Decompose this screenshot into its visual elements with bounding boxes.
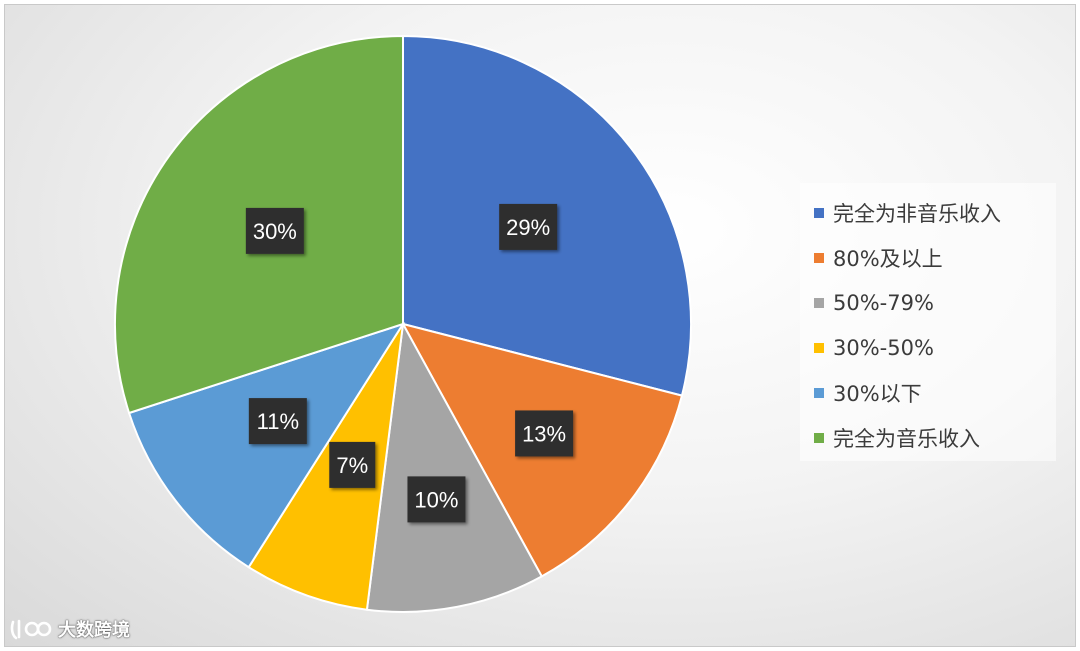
- legend-label-5: 完全为音乐收入: [833, 427, 980, 451]
- data-label-text-5: 30%: [253, 219, 297, 244]
- data-label-box-0: [499, 203, 558, 250]
- legend-item-0: 完全为非音乐收入: [814, 198, 1001, 228]
- data-label-3: 7%: [329, 441, 376, 488]
- data-label-box-1: [515, 410, 574, 457]
- data-label-2: 10%: [407, 476, 466, 523]
- data-label-box-5: [245, 207, 304, 254]
- data-label-1: 13%: [515, 410, 574, 457]
- data-label-text-0: 29%: [506, 215, 550, 240]
- data-label-5: 30%: [245, 207, 304, 254]
- pie-slice-4: [127, 322, 406, 569]
- legend-label-4: 30%以下: [833, 382, 922, 406]
- legend-item-4: 30%以下: [814, 378, 922, 408]
- legend-swatch-2: [814, 298, 824, 308]
- data-label-box-4: [248, 398, 307, 445]
- data-label-text-4: 11%: [257, 409, 299, 434]
- legend-swatch-4: [814, 388, 824, 398]
- legend-item-2: 50%-79%: [814, 288, 934, 318]
- legend-item-3: 30%-50%: [814, 333, 934, 363]
- legend-label-0: 完全为非音乐收入: [833, 202, 1001, 226]
- legend-swatch-3: [814, 343, 824, 353]
- data-label-text-3: 7%: [336, 453, 368, 478]
- pie-slice-2: [365, 320, 544, 613]
- legend-item-5: 完全为音乐收入: [814, 423, 980, 453]
- data-label-text-2: 10%: [414, 487, 458, 512]
- legend-label-2: 50%-79%: [833, 291, 934, 315]
- legend-label-1: 80%及以上: [833, 247, 943, 271]
- pie-slice-3: [247, 323, 404, 611]
- data-label-0: 29%: [499, 203, 558, 250]
- legend-swatch-1: [814, 253, 824, 263]
- watermark: 大数跨境: [10, 614, 130, 644]
- legend-swatch-0: [814, 208, 824, 218]
- legend-item-1: 80%及以上: [814, 243, 943, 273]
- brand-logo-icon: [10, 619, 52, 640]
- data-label-box-2: [407, 476, 466, 523]
- watermark-text: 大数跨境: [58, 620, 130, 641]
- legend-label-3: 30%-50%: [833, 336, 934, 360]
- data-label-4: 11%: [248, 398, 307, 445]
- data-label-text-1: 13%: [522, 421, 566, 446]
- legend-swatch-5: [814, 433, 824, 443]
- data-label-box-3: [329, 441, 376, 488]
- legend: 完全为非音乐收入 80%及以上 50%-79% 30%-50% 30%以下 完全…: [800, 183, 1056, 461]
